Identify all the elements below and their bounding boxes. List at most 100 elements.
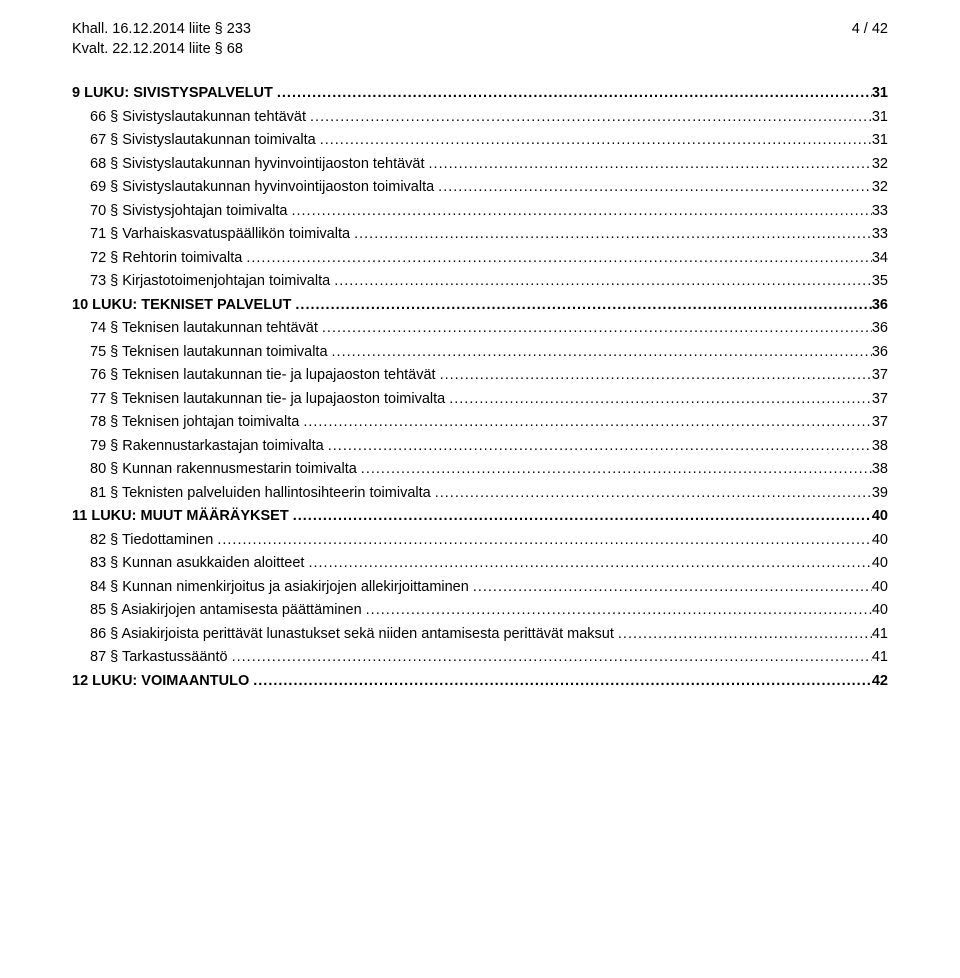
toc-entry: 69 § Sivistyslautakunnan hyvinvointijaos… <box>90 179 888 195</box>
toc-entry-page: 40 <box>872 602 888 618</box>
toc-entry-label: 81 § Teknisten palveluiden hallintosihte… <box>90 485 431 501</box>
toc-entry-label: 11 LUKU: MUUT MÄÄRÄYKSET <box>72 508 289 524</box>
header-right: 4 / 42 <box>852 20 888 59</box>
toc-entry-label: 76 § Teknisen lautakunnan tie- ja lupaja… <box>90 367 436 383</box>
toc-entry: 83 § Kunnan asukkaiden aloitteet 40 <box>90 555 888 571</box>
toc-leader-dots <box>445 391 872 407</box>
toc-leader-dots <box>436 367 872 383</box>
header-left: Khall. 16.12.2014 liite § 233 Kvalt. 22.… <box>72 20 251 59</box>
toc-leader-dots <box>425 156 872 172</box>
toc-entry-page: 42 <box>872 673 888 689</box>
toc-entry-page: 37 <box>872 414 888 430</box>
toc-leader-dots <box>273 85 872 101</box>
toc-leader-dots <box>318 320 872 336</box>
toc-entry-label: 69 § Sivistyslautakunnan hyvinvointijaos… <box>90 179 434 195</box>
toc-entry-page: 36 <box>872 320 888 336</box>
toc-leader-dots <box>330 273 872 289</box>
toc-leader-dots <box>350 226 872 242</box>
toc-entry: 67 § Sivistyslautakunnan toimivalta 31 <box>90 132 888 148</box>
toc-leader-dots <box>324 438 872 454</box>
toc-entry-page: 33 <box>872 203 888 219</box>
toc-leader-dots <box>213 532 872 548</box>
toc-entry: 73 § Kirjastotoimenjohtajan toimivalta 35 <box>90 273 888 289</box>
toc-entry-page: 31 <box>872 132 888 148</box>
toc-entry-label: 72 § Rehtorin toimivalta <box>90 250 242 266</box>
toc-entry-page: 31 <box>872 109 888 125</box>
toc-leader-dots <box>362 602 872 618</box>
header-left-line-1: Khall. 16.12.2014 liite § 233 <box>72 20 251 40</box>
toc-entry-page: 41 <box>872 626 888 642</box>
toc-entry-label: 73 § Kirjastotoimenjohtajan toimivalta <box>90 273 330 289</box>
toc-entry: 86 § Asiakirjoista perittävät lunastukse… <box>90 626 888 642</box>
toc-leader-dots <box>614 626 872 642</box>
toc-entry-label: 75 § Teknisen lautakunnan toimivalta <box>90 344 328 360</box>
toc-entry: 77 § Teknisen lautakunnan tie- ja lupaja… <box>90 391 888 407</box>
toc-entry: 78 § Teknisen johtajan toimivalta 37 <box>90 414 888 430</box>
toc-entry-page: 31 <box>872 85 888 101</box>
toc-entry-page: 37 <box>872 391 888 407</box>
toc-entry: 71 § Varhaiskasvatuspäällikön toimivalta… <box>90 226 888 242</box>
toc-entry-label: 67 § Sivistyslautakunnan toimivalta <box>90 132 316 148</box>
toc-entry: 84 § Kunnan nimenkirjoitus ja asiakirjoj… <box>90 579 888 595</box>
toc-leader-dots <box>469 579 872 595</box>
header-page-indicator: 4 / 42 <box>852 20 888 40</box>
toc-leader-dots <box>291 297 871 313</box>
toc-leader-dots <box>357 461 872 477</box>
toc-entry: 87 § Tarkastussääntö 41 <box>90 649 888 665</box>
toc-entry-page: 38 <box>872 461 888 477</box>
toc-entry-label: 78 § Teknisen johtajan toimivalta <box>90 414 299 430</box>
toc-entry-label: 83 § Kunnan asukkaiden aloitteet <box>90 555 304 571</box>
toc-leader-dots <box>304 555 871 571</box>
toc-leader-dots <box>328 344 872 360</box>
table-of-contents: 9 LUKU: SIVISTYSPALVELUT3166 § Sivistysl… <box>72 85 888 689</box>
toc-entry: 75 § Teknisen lautakunnan toimivalta36 <box>90 344 888 360</box>
toc-entry: 76 § Teknisen lautakunnan tie- ja lupaja… <box>90 367 888 383</box>
header-left-line-2: Kvalt. 22.12.2014 liite § 68 <box>72 40 251 60</box>
toc-entry: 10 LUKU: TEKNISET PALVELUT 36 <box>72 297 888 313</box>
toc-entry: 82 § Tiedottaminen 40 <box>90 532 888 548</box>
toc-entry-page: 34 <box>872 250 888 266</box>
toc-leader-dots <box>434 179 872 195</box>
toc-entry: 72 § Rehtorin toimivalta 34 <box>90 250 888 266</box>
toc-entry-label: 87 § Tarkastussääntö <box>90 649 228 665</box>
toc-entry-page: 39 <box>872 485 888 501</box>
toc-entry-label: 74 § Teknisen lautakunnan tehtävät <box>90 320 318 336</box>
toc-entry-label: 12 LUKU: VOIMAANTULO <box>72 673 249 689</box>
toc-leader-dots <box>242 250 872 266</box>
toc-entry-label: 82 § Tiedottaminen <box>90 532 213 548</box>
toc-entry-label: 66 § Sivistyslautakunnan tehtävät <box>90 109 306 125</box>
toc-entry-label: 84 § Kunnan nimenkirjoitus ja asiakirjoj… <box>90 579 469 595</box>
toc-entry: 66 § Sivistyslautakunnan tehtävät 31 <box>90 109 888 125</box>
toc-entry: 70 § Sivistysjohtajan toimivalta33 <box>90 203 888 219</box>
toc-leader-dots <box>289 508 872 524</box>
toc-entry-label: 9 LUKU: SIVISTYSPALVELUT <box>72 85 273 101</box>
toc-entry-label: 71 § Varhaiskasvatuspäällikön toimivalta <box>90 226 350 242</box>
toc-leader-dots <box>316 132 872 148</box>
toc-entry: 81 § Teknisten palveluiden hallintosihte… <box>90 485 888 501</box>
toc-entry-page: 40 <box>872 532 888 548</box>
toc-entry: 80 § Kunnan rakennusmestarin toimivalta3… <box>90 461 888 477</box>
toc-entry-page: 32 <box>872 179 888 195</box>
toc-entry-page: 40 <box>872 579 888 595</box>
toc-entry-page: 35 <box>872 273 888 289</box>
toc-entry-page: 37 <box>872 367 888 383</box>
page-header: Khall. 16.12.2014 liite § 233 Kvalt. 22.… <box>72 20 888 59</box>
toc-entry: 68 § Sivistyslautakunnan hyvinvointijaos… <box>90 156 888 172</box>
toc-entry: 74 § Teknisen lautakunnan tehtävät 36 <box>90 320 888 336</box>
toc-entry-page: 40 <box>872 555 888 571</box>
toc-entry: 79 § Rakennustarkastajan toimivalta38 <box>90 438 888 454</box>
toc-leader-dots <box>249 673 872 689</box>
toc-entry: 9 LUKU: SIVISTYSPALVELUT 31 <box>72 85 888 101</box>
toc-entry-page: 40 <box>872 508 888 524</box>
toc-entry-label: 77 § Teknisen lautakunnan tie- ja lupaja… <box>90 391 445 407</box>
toc-entry-page: 36 <box>872 297 888 313</box>
toc-entry-label: 85 § Asiakirjojen antamisesta päättämine… <box>90 602 362 618</box>
toc-entry-page: 38 <box>872 438 888 454</box>
toc-entry-label: 86 § Asiakirjoista perittävät lunastukse… <box>90 626 614 642</box>
toc-entry: 85 § Asiakirjojen antamisesta päättämine… <box>90 602 888 618</box>
toc-leader-dots <box>228 649 872 665</box>
toc-entry-page: 41 <box>872 649 888 665</box>
toc-entry-label: 10 LUKU: TEKNISET PALVELUT <box>72 297 291 313</box>
toc-entry-label: 68 § Sivistyslautakunnan hyvinvointijaos… <box>90 156 425 172</box>
toc-entry: 12 LUKU: VOIMAANTULO 42 <box>72 673 888 689</box>
